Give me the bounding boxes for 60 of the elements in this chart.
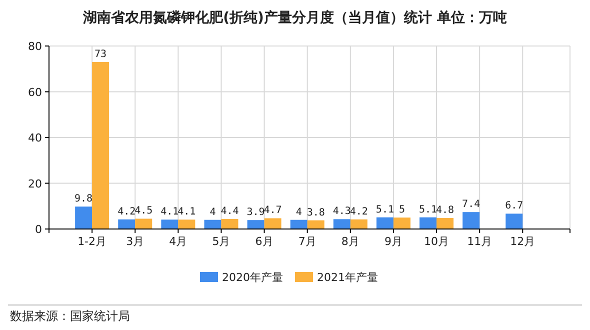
bar <box>178 220 196 229</box>
x-tick-label: 11月 <box>467 235 492 248</box>
bar <box>350 219 368 229</box>
chart-title: 湖南省农用氮磷钾化肥(折纯)产量分月度（当月值）统计 单位：万吨 <box>82 9 507 26</box>
bar <box>161 220 178 229</box>
source-note: 数据来源：国家统计局 <box>10 309 130 323</box>
data-label: 4.1 <box>178 206 196 218</box>
legend-label: 2020年产量 <box>222 271 283 284</box>
x-tick-label: 5月 <box>212 235 230 248</box>
data-label: 6.7 <box>505 200 524 212</box>
data-label: 4 <box>210 206 216 218</box>
data-label: 4.4 <box>220 206 239 217</box>
x-tick-label: 12月 <box>510 235 536 248</box>
bar <box>290 220 308 229</box>
x-tick-label: 10月 <box>424 235 450 248</box>
data-label: 3.8 <box>306 207 325 218</box>
y-tick-label: 40 <box>28 132 42 144</box>
data-label: 5.1 <box>376 204 394 216</box>
bar <box>264 218 282 229</box>
x-tick-label: 4月 <box>169 235 188 248</box>
y-tick-label: 0 <box>35 223 42 236</box>
bar <box>393 218 410 229</box>
bar <box>420 217 437 229</box>
bar <box>135 218 152 229</box>
bar <box>75 206 92 229</box>
data-label: 5.1 <box>418 204 438 216</box>
data-label: 7.4 <box>462 199 480 210</box>
data-label: 4.8 <box>436 205 454 216</box>
bar <box>462 212 480 229</box>
bar <box>333 219 350 229</box>
data-label: 9.8 <box>74 194 93 205</box>
bar <box>307 220 324 229</box>
bar <box>506 214 523 229</box>
data-label: 4.1 <box>160 206 179 218</box>
x-tick-label: 3月 <box>126 235 144 248</box>
data-label: 4 <box>296 206 302 218</box>
bar <box>221 218 238 229</box>
bar <box>247 220 264 229</box>
x-tick-label: 9月 <box>384 235 402 248</box>
data-label: 4.2 <box>350 206 368 218</box>
legend-label: 2021年产量 <box>317 271 378 284</box>
y-tick-label: 80 <box>28 40 42 53</box>
x-tick-label: 6月 <box>255 235 274 248</box>
bar <box>376 217 394 229</box>
bar <box>204 220 222 229</box>
data-label: 3.9 <box>246 207 265 218</box>
data-label: 4.5 <box>134 206 153 217</box>
data-label: 4.3 <box>332 206 351 218</box>
data-label: 4.2 <box>118 206 136 218</box>
data-label: 73 <box>94 49 107 60</box>
y-tick-label: 20 <box>28 177 42 190</box>
x-tick-label: 1-2月 <box>78 235 107 248</box>
data-label: 4.7 <box>264 205 282 216</box>
data-label: 5 <box>398 204 405 216</box>
x-tick-label: 7月 <box>298 235 316 248</box>
x-tick-label: 8月 <box>341 235 360 248</box>
y-tick-label: 60 <box>28 86 42 99</box>
bar <box>118 219 136 229</box>
bar <box>436 218 454 229</box>
bar <box>92 62 110 229</box>
